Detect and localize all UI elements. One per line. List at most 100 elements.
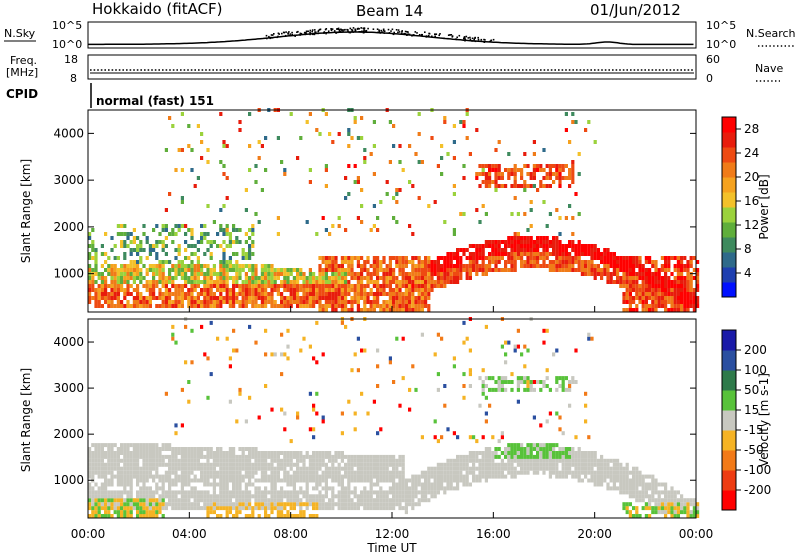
- power-cell: [382, 292, 386, 296]
- power-cell: [628, 260, 632, 264]
- velocity-cell: [331, 506, 335, 511]
- velocity-cell: [427, 482, 431, 487]
- velocity-cell: [232, 447, 236, 451]
- velocity-cell: [436, 486, 440, 491]
- power-cell: [612, 272, 616, 276]
- velocity-cell: [257, 454, 261, 459]
- velocity-cell: [516, 399, 520, 404]
- velocity-cell: [395, 502, 399, 507]
- power-cell: [302, 280, 306, 284]
- power-cell: [305, 304, 309, 308]
- power-cell: [145, 236, 149, 240]
- velocity-cell: [206, 506, 210, 511]
- power-cell: [296, 300, 300, 304]
- velocity-cell: [385, 454, 389, 459]
- velocity-cell: [344, 494, 348, 499]
- power-cell: [200, 292, 204, 296]
- power-cell: [248, 168, 252, 172]
- power-cell: [203, 232, 207, 236]
- velocity-cell: [577, 447, 581, 451]
- velocity-cell: [193, 498, 197, 503]
- velocity-cell: [248, 458, 252, 463]
- velocity-cell: [206, 478, 210, 483]
- power-cell: [363, 296, 367, 300]
- power-cell: [481, 272, 485, 276]
- power-cell: [548, 168, 552, 172]
- power-cell: [417, 264, 421, 268]
- power-cell: [254, 284, 258, 288]
- velocity-cell: [104, 474, 108, 479]
- noise-sample: [352, 31, 354, 33]
- power-cell: [158, 240, 162, 244]
- power-cell: [302, 304, 306, 308]
- velocity-cell: [187, 490, 191, 495]
- velocity-cell: [670, 490, 674, 495]
- velocity-cell: [366, 466, 370, 471]
- power-cell: [190, 252, 194, 256]
- velocity-cell: [420, 435, 424, 440]
- power-cell: [120, 276, 124, 280]
- noise-sample: [391, 28, 394, 31]
- velocity-cell: [568, 454, 572, 459]
- velocity-cell: [670, 498, 674, 503]
- velocity-cell: [104, 470, 108, 475]
- velocity-cell: [513, 348, 517, 353]
- velocity-cell: [126, 447, 130, 451]
- power-cell: [494, 176, 498, 180]
- velocity-cell: [94, 470, 98, 475]
- velocity-cell: [148, 490, 152, 495]
- power-cell: [312, 296, 316, 300]
- power-cell: [408, 288, 412, 292]
- velocity-cell: [622, 482, 626, 487]
- power-cell: [360, 272, 364, 276]
- power-cell: [558, 216, 562, 220]
- velocity-cell: [526, 462, 530, 467]
- power-cell: [91, 228, 95, 232]
- power-cell: [321, 272, 325, 276]
- velocity-cell: [481, 380, 485, 384]
- power-cell: [187, 292, 191, 296]
- power-cell: [580, 272, 584, 276]
- velocity-cell: [388, 490, 392, 495]
- velocity-cell: [187, 466, 191, 471]
- power-cell: [395, 188, 399, 192]
- power-cell: [270, 276, 274, 280]
- velocity-cell: [376, 490, 380, 495]
- velocity-cell: [497, 474, 501, 479]
- power-cell: [324, 284, 328, 288]
- power-cell: [574, 244, 578, 248]
- power-cell: [372, 272, 376, 276]
- velocity-cell: [664, 482, 668, 487]
- power-cell: [222, 252, 226, 256]
- power-cell: [206, 148, 210, 152]
- noise-sample: [473, 38, 475, 41]
- velocity-cell: [145, 447, 149, 451]
- power-colorbar-tick-label: 28: [744, 122, 759, 136]
- velocity-cell: [644, 474, 648, 479]
- velocity-cell: [142, 458, 146, 463]
- power-colorbar-tick-label: 24: [744, 146, 759, 160]
- power-cell: [209, 244, 213, 248]
- power-cell: [507, 268, 511, 272]
- velocity-cell: [360, 462, 364, 467]
- velocity-cell: [312, 435, 316, 440]
- power-colorbar-swatch: [722, 177, 736, 193]
- power-cell: [312, 276, 316, 280]
- velocity-cell: [286, 514, 290, 518]
- power-cell: [500, 172, 504, 176]
- power-cell: [324, 228, 328, 232]
- power-cell: [225, 296, 229, 300]
- velocity-cell: [491, 376, 495, 381]
- velocity-cell: [392, 380, 396, 384]
- velocity-cell: [270, 470, 274, 475]
- noise-sample: [469, 38, 472, 41]
- power-cell: [587, 248, 591, 252]
- velocity-cell: [350, 458, 354, 463]
- velocity-cell: [369, 490, 373, 495]
- velocity-cell: [564, 376, 568, 381]
- velocity-cell: [139, 466, 143, 471]
- velocity-cell: [433, 466, 437, 471]
- velocity-cell: [443, 474, 447, 479]
- power-cell: [88, 264, 92, 268]
- power-cell: [376, 300, 380, 304]
